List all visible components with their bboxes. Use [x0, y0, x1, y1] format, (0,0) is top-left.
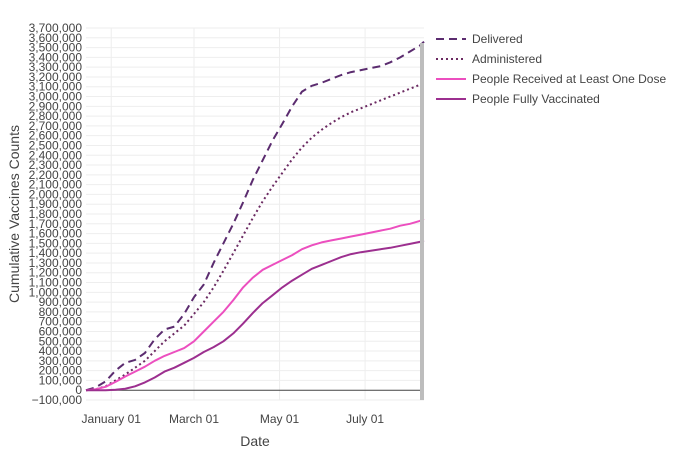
y-tick-label: 700,000	[39, 315, 83, 329]
y-tick-label: 2,900,000	[29, 99, 83, 113]
y-tick-label: 3,200,000	[29, 70, 83, 84]
x-tick-label: July 01	[346, 412, 384, 426]
y-tick-label: 2,100,000	[29, 178, 83, 192]
y-tick-label: 1,000,000	[29, 285, 83, 299]
y-tick-label: 2,600,000	[29, 129, 83, 143]
y-tick-label: 3,100,000	[29, 80, 83, 94]
x-tick-label: May 01	[260, 412, 300, 426]
legend-label[interactable]: Administered	[472, 52, 542, 66]
series-line	[85, 40, 425, 392]
series-line	[85, 217, 425, 392]
y-tick-label: 1,200,000	[29, 266, 83, 280]
y-tick-label: 2,400,000	[29, 148, 83, 162]
y-tick-label: −100,000	[32, 393, 83, 407]
y-tick-label: 1,900,000	[29, 197, 83, 211]
y-tick-label: 2,700,000	[29, 119, 83, 133]
y-tick-label: 2,300,000	[29, 158, 83, 172]
y-tick-label: 1,800,000	[29, 207, 83, 221]
y-tick-label: 600,000	[39, 324, 83, 338]
y-tick-label: 2,000,000	[29, 187, 83, 201]
y-tick-label: 1,500,000	[29, 236, 83, 250]
legend-label[interactable]: People Fully Vaccinated	[472, 92, 600, 106]
series-layer	[85, 40, 425, 392]
y-tick-label: 3,600,000	[29, 31, 83, 45]
y-tick-label: 3,500,000	[29, 41, 83, 55]
y-tick-label: 800,000	[39, 305, 83, 319]
series-line	[85, 80, 425, 392]
y-tick-label: 0	[75, 383, 82, 397]
x-tick-labels: January 01 March 01 May 01 July 01	[82, 412, 385, 426]
y-tick-label: 3,300,000	[29, 60, 83, 74]
range-slider-handle[interactable]	[420, 43, 424, 400]
y-tick-label: 900,000	[39, 295, 83, 309]
y-tick-label: 100,000	[39, 373, 83, 387]
x-axis-title: Date	[240, 433, 270, 449]
y-tick-label: 2,800,000	[29, 109, 83, 123]
x-tick-label: March 01	[169, 412, 219, 426]
y-tick-label: 3,400,000	[29, 50, 83, 64]
y-tick-label: 300,000	[39, 354, 83, 368]
y-tick-label: 1,100,000	[29, 276, 83, 290]
y-tick-label: 3,000,000	[29, 90, 83, 104]
y-axis-title: Cumulative Vaccines Counts	[6, 125, 22, 303]
legend-label[interactable]: Delivered	[472, 32, 523, 46]
x-tick-label: January 01	[82, 412, 142, 426]
y-tick-label: 200,000	[39, 364, 83, 378]
y-tick-labels: −100,000 100,000200,000300,000400,000500,…	[29, 21, 83, 407]
y-tick-label: 1,400,000	[29, 246, 83, 260]
series-line	[86, 239, 425, 392]
y-tick-label: 1,300,000	[29, 256, 83, 270]
y-tick-label: 2,200,000	[29, 168, 83, 182]
y-tick-label: 3,700,000	[29, 21, 83, 35]
y-tick-label: 1,700,000	[29, 217, 83, 231]
y-tick-label: 1,600,000	[29, 227, 83, 241]
legend-label[interactable]: People Received at Least One Dose	[472, 72, 666, 86]
legend[interactable]: Delivered Administered People Received at …	[436, 32, 666, 106]
y-tick-label: 2,500,000	[29, 138, 83, 152]
y-tick-label: 400,000	[39, 344, 83, 358]
grid-layer	[86, 27, 424, 401]
y-tick-label: 500,000	[39, 334, 83, 348]
